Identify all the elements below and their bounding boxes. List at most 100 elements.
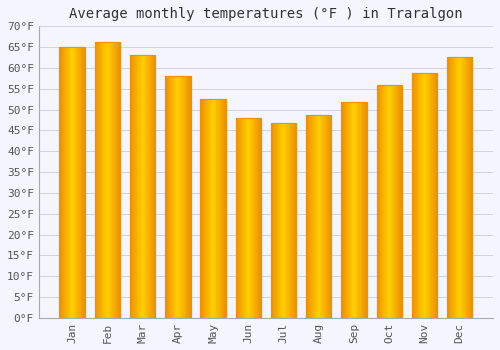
Bar [258,118,260,318]
Bar [152,55,153,318]
Bar [344,102,346,318]
Bar [77,47,78,318]
Bar [360,102,361,318]
Bar [189,76,190,318]
Bar [249,118,250,318]
Bar [417,73,418,318]
Bar [436,73,437,318]
Bar [306,116,332,318]
Bar [324,116,326,318]
Bar [214,99,215,318]
Bar [200,99,226,318]
Bar [182,76,183,318]
Bar [384,85,385,318]
Bar [275,122,276,318]
Bar [238,118,239,318]
Bar [144,55,145,318]
Bar [132,55,134,318]
Bar [294,122,296,318]
Bar [469,57,470,318]
Bar [433,73,434,318]
Bar [385,85,386,318]
Bar [286,122,287,318]
Bar [390,85,391,318]
Bar [376,85,402,318]
Bar [166,76,167,318]
Bar [352,102,353,318]
Bar [463,57,464,318]
Bar [378,85,379,318]
Bar [328,116,329,318]
Bar [172,76,173,318]
Bar [313,116,314,318]
Bar [154,55,156,318]
Bar [136,55,138,318]
Bar [306,116,307,318]
Bar [342,102,366,318]
Bar [307,116,308,318]
Bar [177,76,178,318]
Bar [114,42,115,318]
Bar [148,55,150,318]
Bar [415,73,416,318]
Bar [428,73,430,318]
Bar [288,122,290,318]
Bar [431,73,432,318]
Bar [284,122,286,318]
Bar [73,47,74,318]
Bar [251,118,252,318]
Bar [76,47,78,318]
Bar [110,42,111,318]
Bar [271,122,296,318]
Bar [462,57,463,318]
Bar [322,116,323,318]
Bar [376,85,402,318]
Bar [343,102,344,318]
Bar [112,42,114,318]
Bar [364,102,365,318]
Bar [365,102,366,318]
Bar [219,99,220,318]
Bar [150,55,151,318]
Bar [72,47,73,318]
Bar [183,76,184,318]
Bar [392,85,394,318]
Bar [207,99,208,318]
Bar [147,55,148,318]
Bar [276,122,278,318]
Bar [200,99,202,318]
Bar [395,85,396,318]
Bar [282,122,284,318]
Bar [350,102,352,318]
Bar [456,57,457,318]
Bar [452,57,453,318]
Bar [285,122,286,318]
Bar [131,55,132,318]
Bar [354,102,355,318]
Bar [212,99,213,318]
Bar [420,73,421,318]
Bar [79,47,80,318]
Bar [222,99,224,318]
Bar [202,99,203,318]
Bar [236,118,238,318]
Bar [382,85,384,318]
Bar [278,122,280,318]
Bar [426,73,427,318]
Bar [347,102,348,318]
Bar [256,118,257,318]
Bar [187,76,188,318]
Bar [174,76,176,318]
Bar [130,55,156,318]
Bar [248,118,249,318]
Bar [320,116,322,318]
Bar [141,55,142,318]
Bar [70,47,72,318]
Bar [306,116,332,318]
Bar [356,102,358,318]
Bar [180,76,182,318]
Bar [362,102,364,318]
Bar [272,122,274,318]
Bar [61,47,62,318]
Bar [329,116,330,318]
